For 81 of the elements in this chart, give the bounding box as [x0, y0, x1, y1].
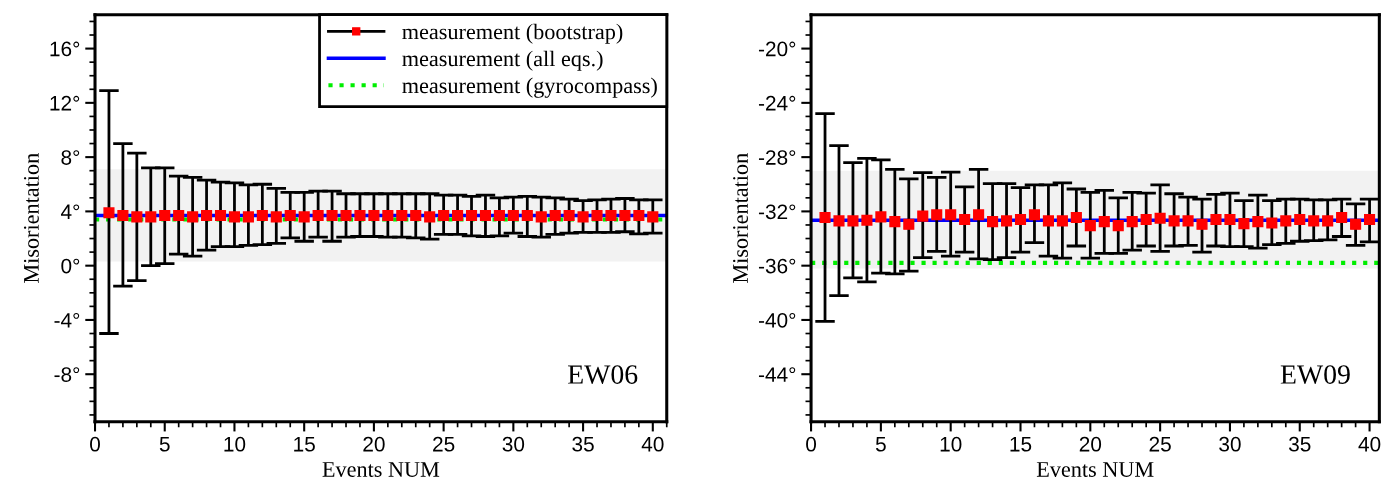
point: [1350, 218, 1362, 230]
x-tick-label: 0: [806, 436, 817, 452]
point: [987, 216, 999, 228]
point: [1140, 213, 1152, 226]
y-tick-label: -40°: [758, 312, 796, 328]
y-tick-label: -32°: [758, 204, 796, 220]
point: [1280, 215, 1292, 227]
point: [1294, 213, 1306, 226]
x-tick-label: 25: [1149, 436, 1171, 452]
point: [917, 210, 929, 222]
point: [1210, 213, 1222, 226]
point: [1112, 220, 1124, 232]
point: [847, 215, 859, 227]
point: [1224, 213, 1236, 226]
point: [1056, 215, 1068, 227]
x-tick-label: 0: [90, 436, 100, 452]
x-axis-title: Events NUM: [322, 462, 440, 477]
x-tick-label: 5: [159, 437, 170, 452]
y-tick-label: 16°: [50, 41, 80, 57]
y-tick-label: -24°: [758, 95, 796, 111]
y-tick-label: -28°: [758, 150, 796, 165]
point: [973, 209, 985, 221]
annotation: EW06: [568, 365, 638, 385]
point: [889, 216, 901, 228]
point: [1238, 218, 1250, 230]
y-axis-title: Misorientation: [23, 153, 39, 283]
point: [1028, 209, 1041, 221]
point: [1084, 220, 1096, 232]
point: [1252, 216, 1264, 228]
y-tick-label: -8°: [54, 367, 80, 382]
point: [1000, 215, 1013, 227]
x-tick-label: 15: [294, 437, 315, 452]
point: [1196, 218, 1208, 230]
y-tick-label: -44°: [758, 367, 796, 382]
point: [861, 214, 873, 226]
annotation: EW09: [1280, 365, 1350, 385]
x-tick-label: 40: [1358, 436, 1381, 452]
point: [945, 209, 957, 221]
point: [1042, 215, 1054, 227]
point: [903, 218, 915, 230]
legend-label: measurement (gyrocompass): [402, 77, 657, 98]
y-tick-label: 12°: [50, 95, 80, 111]
point: [875, 211, 887, 223]
y-tick-label: -36°: [758, 258, 796, 274]
point: [1266, 217, 1278, 229]
x-tick-label: 20: [1079, 436, 1102, 452]
point: [833, 215, 845, 227]
x-tick-label: 10: [224, 436, 246, 452]
y-tick-label: 0°: [61, 258, 80, 274]
legend-label: measurement (bootstrap): [402, 23, 623, 44]
x-tick-label: 15: [1010, 437, 1032, 452]
point: [1014, 213, 1027, 226]
point: [1168, 215, 1180, 227]
y-axis-title: Misorientation: [733, 153, 748, 283]
point: [1308, 215, 1320, 227]
y-tick-label: 4°: [60, 204, 80, 219]
point: [959, 213, 971, 226]
y-tick-label: 8°: [61, 150, 80, 165]
x-axis-title: Events NUM: [1036, 462, 1154, 477]
point: [1364, 213, 1376, 226]
point: [819, 211, 831, 224]
x-tick-label: 10: [940, 436, 962, 452]
x-tick-label: 35: [572, 436, 594, 452]
x-tick-label: 40: [641, 436, 664, 452]
x-tick-label: 30: [502, 436, 525, 452]
point: [1336, 211, 1348, 224]
point: [1126, 216, 1138, 228]
x-tick-label: 30: [1219, 436, 1241, 452]
legend-label: measurement (all eqs.): [402, 50, 603, 71]
y-tick-label: -20°: [758, 41, 796, 57]
point: [1070, 211, 1082, 224]
point: [931, 209, 943, 221]
point: [1182, 215, 1194, 227]
x-tick-label: 5: [875, 437, 886, 452]
point: [1154, 212, 1166, 224]
point: [1322, 215, 1334, 227]
y-tick-label: -4°: [54, 312, 80, 328]
x-tick-label: 20: [363, 436, 385, 452]
point: [1098, 216, 1110, 228]
x-tick-label: 25: [433, 436, 455, 452]
x-tick-label: 35: [1288, 436, 1311, 452]
